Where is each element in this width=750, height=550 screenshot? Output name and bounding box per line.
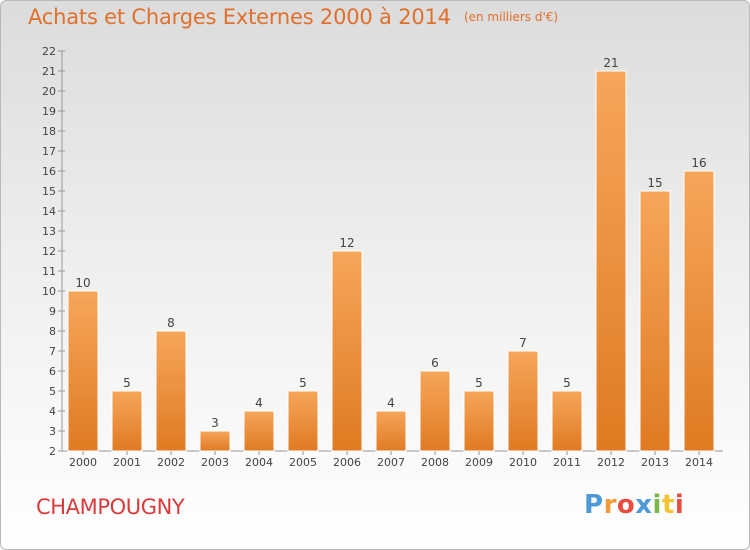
y-tick-label: 5 <box>49 385 56 398</box>
x-tick-label: 2013 <box>641 456 669 469</box>
bar <box>243 410 275 452</box>
y-tick-label: 2 <box>49 445 56 458</box>
proxiti-logo-letter: t <box>661 490 675 520</box>
y-tick-label: 8 <box>49 325 56 338</box>
bar <box>155 330 187 452</box>
y-tick-label: 15 <box>42 185 56 198</box>
chart-title-text: Achats et Charges Externes 2000 à 2014 <box>28 5 451 29</box>
bar-value-label: 5 <box>123 376 131 390</box>
x-tick-label: 2008 <box>421 456 449 469</box>
y-tick-label: 19 <box>42 105 56 118</box>
y-tick-label: 12 <box>42 245 56 258</box>
proxiti-logo-letter: i <box>674 490 685 520</box>
x-tick-label: 2004 <box>245 456 273 469</box>
x-tick-label: 2002 <box>157 456 185 469</box>
chart-title: Achats et Charges Externes 2000 à 2014 (… <box>28 5 558 29</box>
bar-value-label: 3 <box>211 416 219 430</box>
bar <box>507 350 539 452</box>
y-tick-label: 21 <box>42 65 56 78</box>
x-tick-label: 2010 <box>509 456 537 469</box>
bar-value-label: 4 <box>255 396 263 410</box>
proxiti-logo-letter: o <box>616 490 636 520</box>
y-tick-label: 18 <box>42 125 56 138</box>
bar <box>419 370 451 452</box>
proxiti-logo-letter: i <box>652 490 662 520</box>
bar-value-label: 5 <box>475 376 483 390</box>
bar-value-label: 6 <box>431 356 439 370</box>
bar <box>639 190 671 452</box>
proxiti-logo-letter: r <box>603 490 617 520</box>
bar <box>199 430 231 452</box>
bar <box>111 390 143 452</box>
y-tick-label: 14 <box>42 205 56 218</box>
bar-value-label: 16 <box>691 156 706 170</box>
y-tick-label: 22 <box>42 45 56 58</box>
x-tick-label: 2001 <box>113 456 141 469</box>
x-tick-label: 2009 <box>465 456 493 469</box>
y-tick-label: 7 <box>49 345 56 358</box>
bar-value-label: 21 <box>603 56 618 70</box>
x-tick-label: 2003 <box>201 456 229 469</box>
bar-value-label: 8 <box>167 316 175 330</box>
x-tick-label: 2014 <box>685 456 713 469</box>
bar-value-label: 5 <box>299 376 307 390</box>
bar <box>287 390 319 452</box>
bar <box>683 170 715 452</box>
x-tick-label: 2005 <box>289 456 317 469</box>
bar-value-label: 15 <box>647 176 662 190</box>
y-tick-label: 6 <box>49 365 56 378</box>
bar <box>595 70 627 452</box>
town-name: CHAMPOUGNY <box>36 495 185 519</box>
y-tick-label: 16 <box>42 165 56 178</box>
bar <box>463 390 495 452</box>
y-tick-label: 11 <box>42 265 56 278</box>
x-tick-label: 2011 <box>553 456 581 469</box>
proxiti-logo: Proxiti <box>584 490 684 520</box>
proxiti-logo-letter: P <box>584 490 604 520</box>
bar-value-label: 7 <box>519 336 527 350</box>
bar-value-label: 4 <box>387 396 395 410</box>
x-tick-label: 2006 <box>333 456 361 469</box>
bar <box>67 290 99 452</box>
proxiti-logo-letter: x <box>635 490 653 520</box>
chart-unit-text: (en milliers d'€) <box>463 10 559 24</box>
x-tick-label: 2000 <box>69 456 97 469</box>
x-tick-label: 2007 <box>377 456 405 469</box>
bar <box>331 250 363 452</box>
y-tick-label: 17 <box>42 145 56 158</box>
y-tick-label: 10 <box>42 285 56 298</box>
y-tick-label: 9 <box>49 305 56 318</box>
bar <box>551 390 583 452</box>
bar-value-label: 5 <box>563 376 571 390</box>
y-tick-label: 20 <box>42 85 56 98</box>
y-tick-label: 3 <box>49 425 56 438</box>
bar-value-label: 12 <box>339 236 354 250</box>
x-tick-label: 2012 <box>597 456 625 469</box>
y-tick-label: 4 <box>49 405 56 418</box>
bar-value-label: 10 <box>75 276 90 290</box>
bar <box>375 410 407 452</box>
y-tick-label: 13 <box>42 225 56 238</box>
